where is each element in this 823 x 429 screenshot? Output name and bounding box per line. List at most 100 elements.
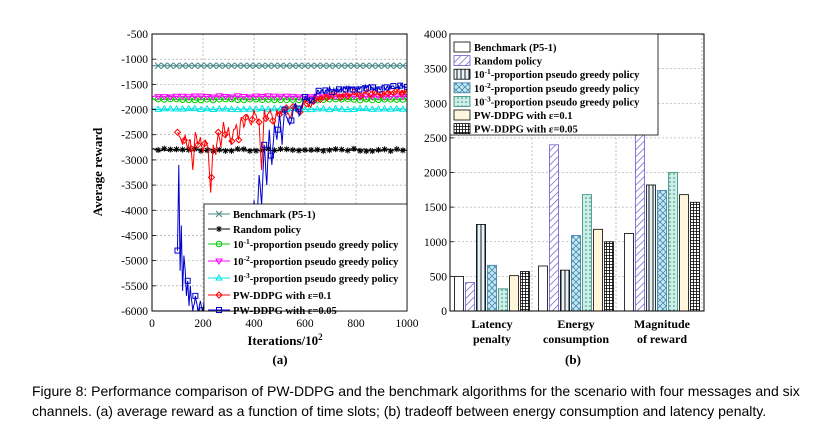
legend-b-box [449, 33, 659, 136]
series-marker-4 [215, 93, 224, 100]
legend-a: Benchmark (P5-1)Random policy10-1-propor… [203, 203, 408, 317]
legend-b-label: 10-2-proportion pseudo greedy policy [474, 81, 640, 95]
series-marker-4 [221, 93, 230, 101]
series-marker-2 [369, 148, 376, 155]
series-marker-6 [173, 128, 182, 136]
series-marker-6 [384, 89, 393, 97]
x-tick-label-a: 200 [194, 318, 212, 330]
series-marker-7 [397, 82, 404, 89]
series-line-6 [177, 87, 407, 193]
legend-b-swatch [453, 96, 471, 107]
series-marker-2 [332, 146, 339, 153]
series-marker-1 [252, 62, 260, 70]
series-marker-7 [261, 141, 268, 148]
series-marker-6 [207, 173, 216, 182]
series-marker-1 [332, 62, 339, 70]
series-marker-1 [399, 62, 407, 70]
series-marker-5 [184, 104, 193, 112]
series-marker-1 [295, 62, 303, 70]
series-marker-7 [349, 86, 356, 93]
legend-b-label-base: 10 [474, 84, 485, 95]
y-tick-label-a: -5500 [121, 281, 148, 293]
series-marker-4 [270, 93, 279, 101]
series-marker-5 [221, 105, 230, 112]
series-marker-5 [386, 105, 395, 112]
series-marker-6 [262, 114, 270, 123]
bar-7-cat-2 [604, 241, 614, 312]
series-marker-1 [222, 62, 229, 70]
series-marker-5 [209, 105, 218, 113]
legend-b-label: 10-3-proportion pseudo greedy policy [474, 94, 640, 108]
series-marker-1 [393, 62, 401, 70]
legend-b-label-exp: -1 [485, 67, 491, 76]
legend-b-label-exp: -3 [485, 94, 491, 103]
series-marker-5 [178, 105, 187, 112]
y-tick-label-a: -1000 [121, 54, 148, 66]
series-marker-1 [338, 62, 346, 70]
category-label-2: consumption [543, 332, 609, 346]
series-marker-1 [307, 62, 315, 70]
series-marker-2 [240, 146, 247, 153]
series-marker-4 [252, 93, 260, 100]
series-marker-1 [381, 62, 388, 70]
series-marker-7 [336, 86, 342, 93]
y-tick-label-b: 3500 [424, 64, 447, 76]
series-marker-7 [192, 292, 199, 299]
legend-b-label-base: 10 [474, 70, 485, 81]
series-marker-6 [377, 90, 386, 99]
series-marker-1 [362, 62, 370, 70]
series-marker-4 [246, 94, 254, 101]
series-marker-2 [204, 147, 211, 154]
legend-a-label: PW-DDPG with ε=0.05 [233, 306, 337, 317]
series-marker-5 [325, 105, 334, 113]
series-marker-7 [174, 247, 181, 254]
series-marker-3 [228, 95, 235, 103]
bar-3-cat-1 [476, 224, 486, 312]
series-marker-2 [271, 147, 278, 154]
series-marker-1 [173, 62, 180, 70]
series-marker-1 [160, 62, 168, 70]
series-marker-5 [301, 105, 309, 113]
legend-b-label-rest: -proportion pseudo greedy policy [491, 84, 640, 95]
series-marker-5 [160, 104, 169, 112]
series-marker-4 [307, 94, 316, 101]
series-marker-5 [331, 104, 340, 112]
series-marker-1 [246, 62, 254, 70]
legend-b-label: Random policy [474, 57, 543, 68]
series-marker-2 [338, 146, 345, 153]
series-marker-1 [277, 62, 284, 70]
x-axis-label-a-sup: 2 [318, 332, 323, 342]
series-marker-6 [187, 144, 195, 153]
series-marker-6 [268, 117, 277, 125]
series-marker-6 [200, 139, 209, 148]
series-marker-6 [343, 92, 352, 100]
legend-a-label: Random policy [233, 225, 302, 236]
series-marker-3 [191, 96, 199, 104]
series-marker-3 [246, 95, 254, 103]
y-tick-label-b: 1500 [424, 202, 447, 214]
x-tick-label-a: 400 [245, 318, 263, 330]
series-marker-2 [191, 145, 198, 152]
bar-chart-panel: 0 500 1000 1500 2000 2500 3000 3500 4000 Latencyp… [424, 29, 705, 367]
y-tick-label-a: -2000 [121, 105, 148, 117]
legend-a-label-exp: -2 [244, 254, 250, 263]
series-marker-7 [376, 86, 383, 93]
series-marker-5 [399, 105, 407, 112]
series-marker-3 [350, 96, 358, 103]
bar-3-cat-2 [560, 269, 570, 312]
series-marker-7 [274, 126, 281, 133]
series-marker-2 [216, 146, 223, 153]
series-marker-6 [214, 128, 223, 136]
bar-7-cat-1 [520, 271, 530, 312]
series-marker-4 [282, 93, 291, 101]
legend-b-label: PW-DDPG with ε=0.05 [474, 125, 578, 136]
series-marker-2 [246, 147, 253, 154]
series-marker-4 [154, 94, 163, 101]
series-marker-5 [233, 105, 242, 113]
series-line-3 [152, 98, 407, 101]
series-marker-2 [381, 146, 388, 153]
series-marker-2 [295, 147, 302, 154]
legend-a-marker [215, 291, 223, 299]
series-marker-2 [179, 146, 186, 153]
series-marker-3 [234, 96, 241, 104]
